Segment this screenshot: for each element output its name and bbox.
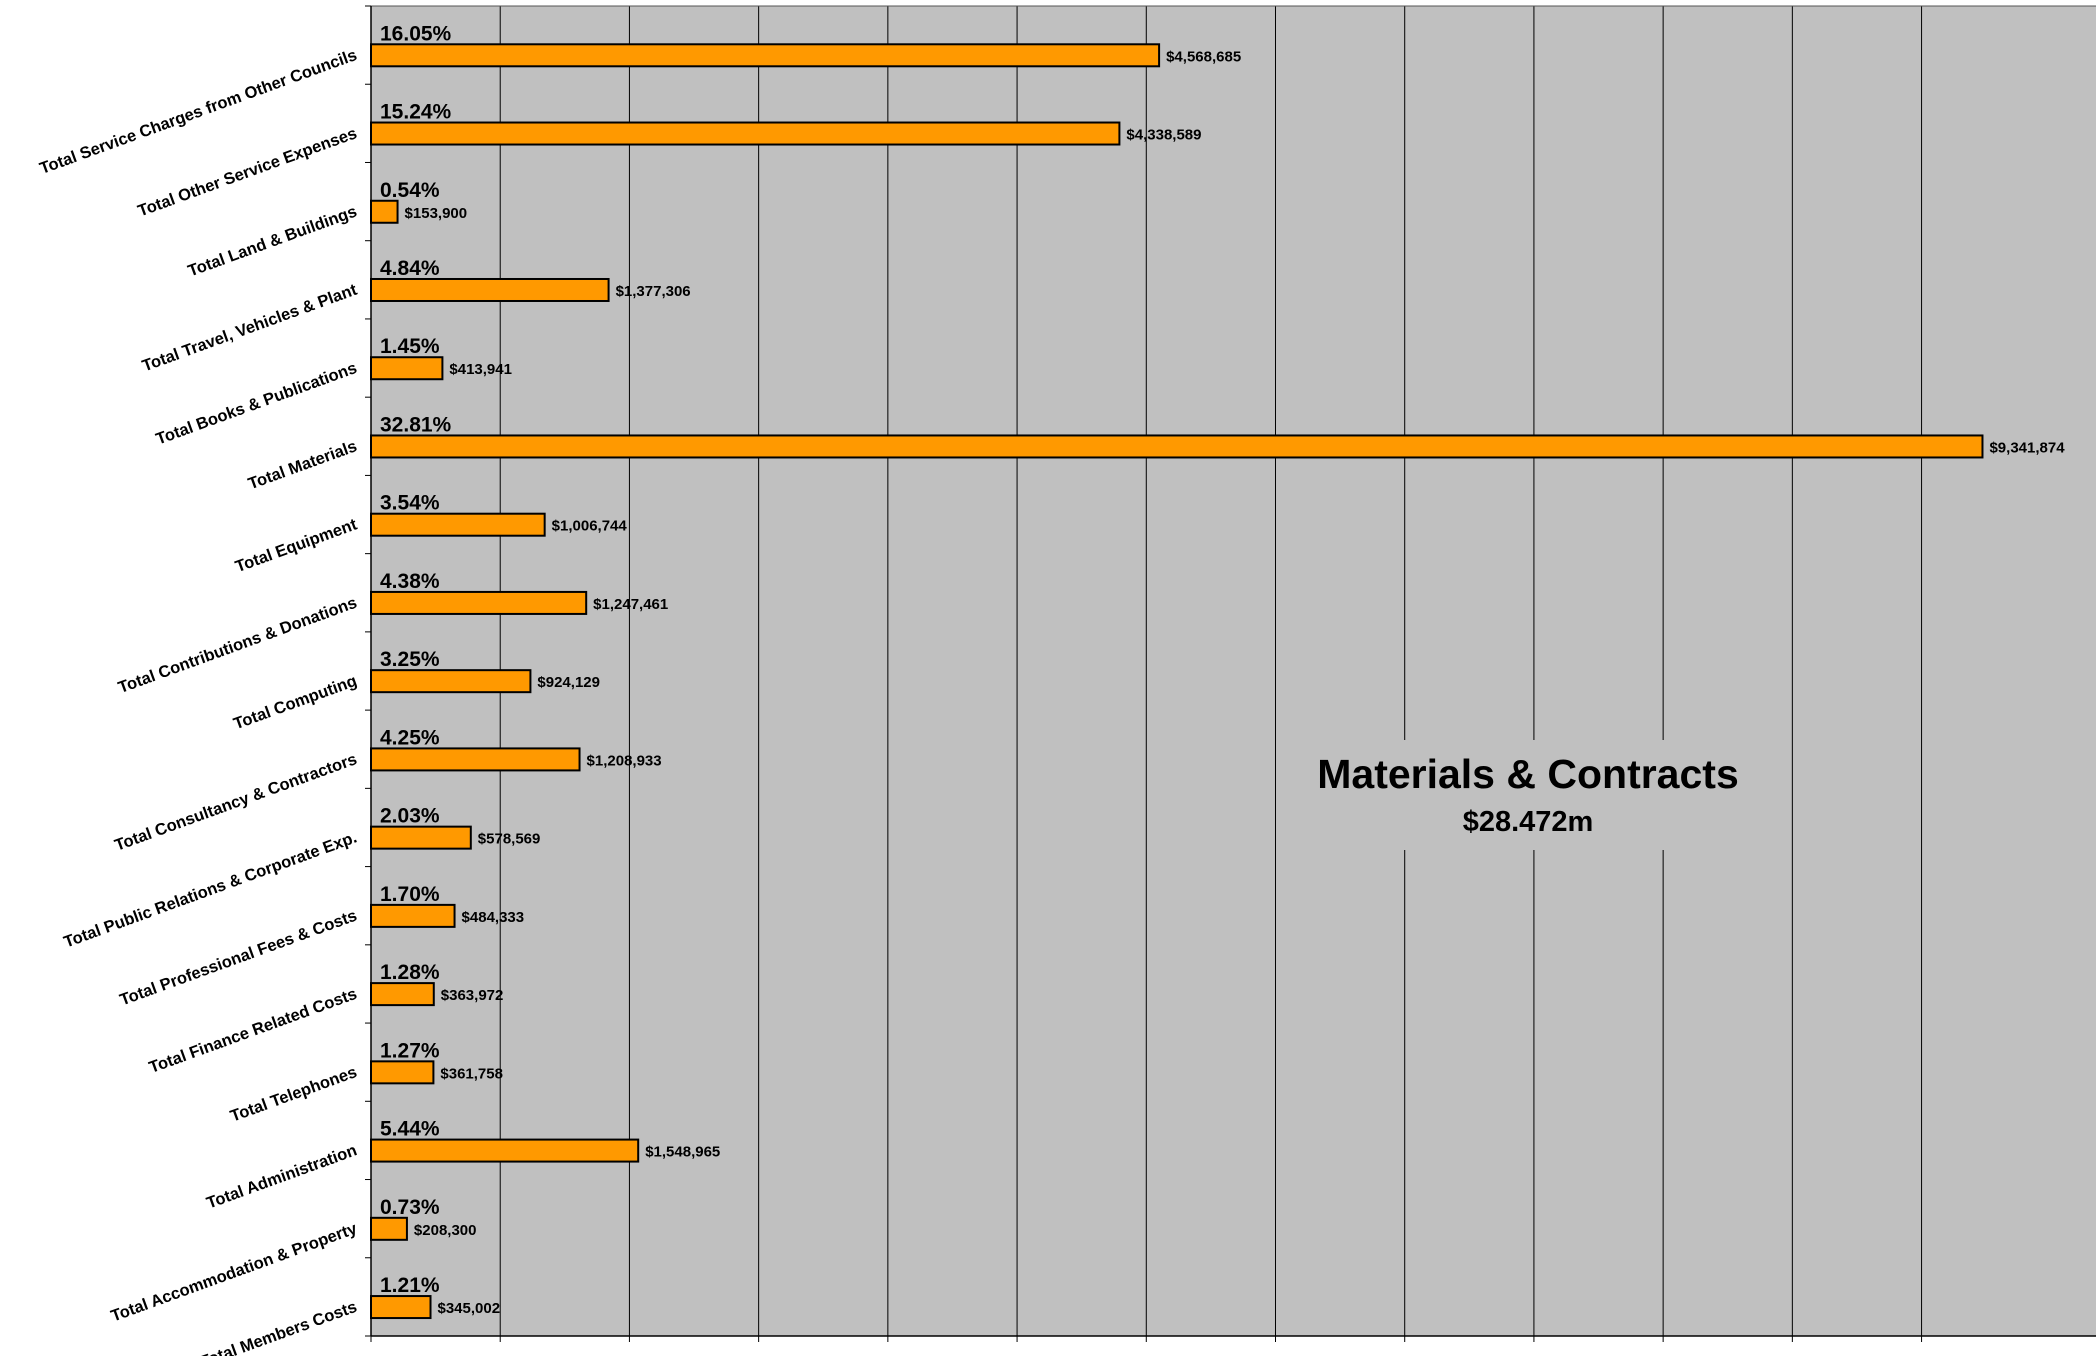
bar	[370, 747, 581, 772]
bars-group	[370, 43, 1984, 1320]
percent-label: 4.38%	[380, 570, 440, 593]
category-label: Total Travel, Vehicles & Plant	[140, 281, 360, 376]
chart-title: Materials & Contracts	[1317, 751, 1739, 797]
percent-label: 1.27%	[380, 1039, 440, 1062]
category-label: Total Telephones	[228, 1063, 359, 1125]
plot-background	[371, 6, 2096, 1336]
value-label: $153,900	[405, 205, 468, 222]
percent-label: 32.81%	[380, 413, 452, 436]
percent-label: 1.45%	[380, 335, 440, 358]
bar	[370, 825, 472, 850]
bar	[370, 1216, 408, 1241]
value-label: $413,941	[449, 361, 512, 378]
value-label: $345,002	[438, 1300, 501, 1317]
percent-label: 2.03%	[380, 805, 440, 828]
bar	[370, 512, 546, 537]
category-label: Total Land & Buildings	[186, 203, 360, 281]
category-label: Total Contributions & Donations	[116, 594, 360, 697]
value-label: $4,568,685	[1166, 48, 1241, 65]
percent-label: 3.54%	[380, 492, 440, 515]
percent-label: 0.73%	[380, 1196, 440, 1219]
value-label: $363,972	[441, 987, 504, 1004]
value-label: $1,247,461	[593, 596, 668, 613]
percent-label: 4.84%	[380, 257, 440, 280]
percent-label: 1.28%	[380, 961, 440, 984]
category-label: Total Computing	[231, 672, 359, 733]
value-label: $1,208,933	[587, 752, 662, 769]
bar	[370, 199, 399, 224]
category-label: Total Finance Related Costs	[147, 985, 360, 1077]
bar	[370, 1138, 640, 1163]
value-label: $578,569	[478, 831, 541, 848]
value-label: $208,300	[414, 1222, 477, 1239]
plot-area-group	[365, 5, 2096, 1342]
bar	[370, 669, 532, 694]
category-label: Total Administration	[204, 1141, 359, 1212]
category-label: Total Materials	[246, 437, 360, 493]
percent-label: 3.25%	[380, 648, 440, 671]
bar	[370, 982, 435, 1007]
bar	[370, 1060, 435, 1085]
value-label: $924,129	[537, 674, 600, 691]
value-label: $1,006,744	[552, 518, 628, 535]
title-group: Materials & Contracts $28.472m	[1297, 740, 1757, 850]
value-label: $361,758	[440, 1065, 503, 1082]
bar	[370, 43, 1161, 68]
category-label: Total Books & Publications	[154, 359, 360, 449]
category-label: Total Professional Fees & Costs	[117, 907, 359, 1010]
value-label: $9,341,874	[1989, 439, 2065, 456]
percent-label: 5.44%	[380, 1118, 440, 1141]
category-label: Total Other Service Expenses	[135, 124, 359, 220]
bar	[370, 277, 610, 302]
bar	[370, 434, 1984, 459]
percent-label: 15.24%	[380, 101, 452, 124]
percent-label: 1.21%	[380, 1274, 440, 1297]
bar	[370, 356, 444, 381]
percent-label: 4.25%	[380, 726, 440, 749]
value-label: $4,338,589	[1126, 127, 1201, 144]
title-background	[1297, 740, 1757, 850]
bar	[370, 903, 456, 928]
value-label: $1,548,965	[645, 1144, 720, 1161]
percent-label: 1.70%	[380, 883, 440, 906]
percent-label: 0.54%	[380, 179, 440, 202]
chart-subtitle: $28.472m	[1463, 806, 1594, 838]
bar	[370, 590, 588, 615]
value-label: $1,377,306	[616, 283, 691, 300]
category-label: Total Members Costs	[198, 1298, 360, 1356]
category-label: Total Equipment	[233, 515, 360, 576]
bar	[370, 1295, 432, 1320]
value-label: $484,333	[462, 909, 525, 926]
bar	[370, 121, 1121, 146]
percent-label: 16.05%	[380, 22, 452, 45]
